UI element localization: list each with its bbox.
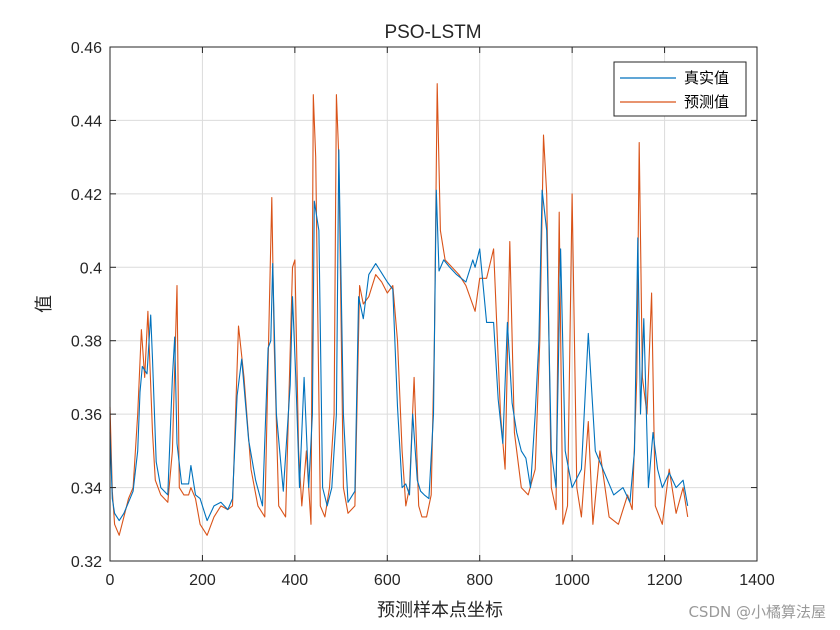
y-axis-label: 值 [34,295,55,313]
x-axis-label: 预测样本点坐标 [377,600,503,621]
x-tick-label: 400 [282,572,309,589]
y-tick-label: 0.34 [71,481,102,498]
y-tick-label: 0.46 [71,40,102,57]
legend-label-pred: 预测值 [684,93,729,111]
y-tick-label: 0.4 [80,260,102,277]
x-tick-label: 1000 [554,572,590,589]
watermark: CSDN @小橘算法屋 [688,603,826,621]
grid-layer [109,46,758,562]
x-tick-label: 600 [374,572,401,589]
legend: 真实值 预测值 [613,61,747,117]
series-line-pred [109,83,689,536]
legend-box [613,61,747,117]
y-tick-label: 0.44 [71,113,102,130]
y-tick-label: 0.38 [71,334,102,351]
chart-title: PSO-LSTM [384,22,481,43]
x-tick-label: 0 [106,572,115,589]
series-line-true [109,149,689,522]
x-tick-label: 200 [189,572,216,589]
axes-background [110,47,757,561]
series-layer [109,83,689,536]
x-tick-label: 1200 [647,572,683,589]
x-tick-label: 800 [466,572,493,589]
y-tick-label: 0.32 [71,554,102,571]
axes-box [109,46,758,562]
legend-label-true: 真实值 [684,69,729,87]
x-tick-label: 1400 [739,572,775,589]
y-tick-label: 0.36 [71,407,102,424]
y-tick-label: 0.42 [71,187,102,204]
tick-layer: 0 200 400 600 800 1000 1200 1400 0.32 0.34 0.36 0.3… [71,40,775,589]
